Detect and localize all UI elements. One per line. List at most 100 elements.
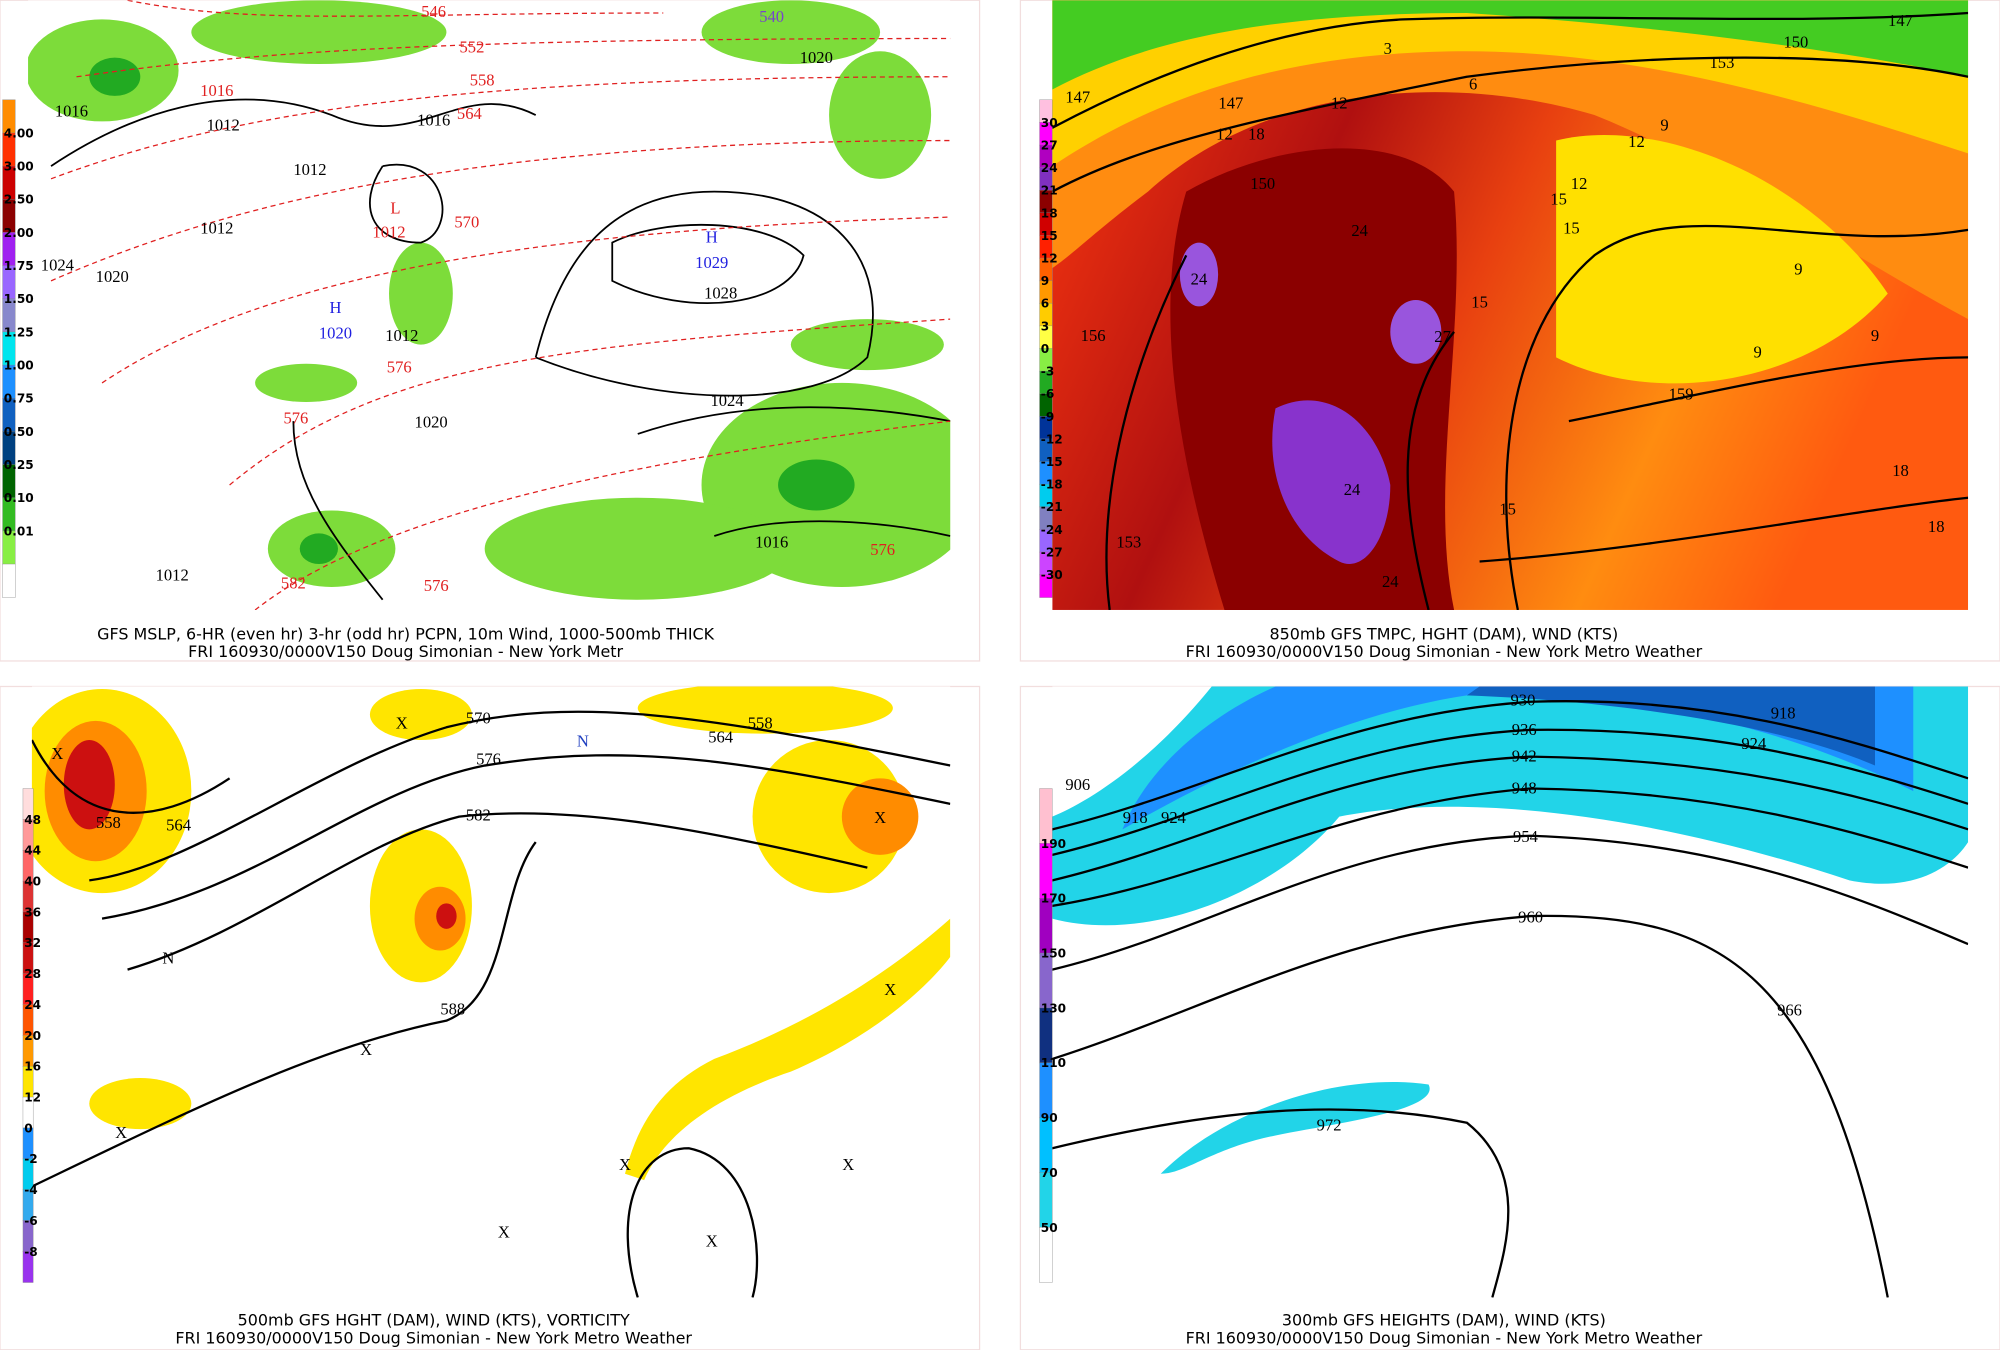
contour-label: 1016 — [755, 532, 788, 551]
contour-label: 15 — [1563, 219, 1580, 238]
colorbar-label: 0.75 — [4, 392, 34, 406]
colorbar-label: 70 — [1041, 1166, 1058, 1180]
contour-label: 576 — [283, 409, 308, 428]
contour-label: 24 — [1344, 480, 1361, 499]
contour-label: X — [706, 1231, 718, 1250]
colorbar-label: 170 — [1041, 892, 1066, 906]
contour-label: 18 — [1248, 124, 1265, 143]
contour-label: 12 — [1571, 174, 1588, 193]
contour-label: 972 — [1317, 1115, 1342, 1134]
colorbar-label: -15 — [1041, 455, 1063, 469]
map-panel: 4.00 3.00 2.50 2.00 1.75 1.50 1.25 1.00 0.75 0.50… — [2, 2, 895, 661]
contour-label: 159 — [1669, 384, 1694, 403]
contour-label: 1012 — [200, 219, 233, 238]
contour-label: 906 — [1065, 775, 1090, 794]
colorbar-label: 1.75 — [4, 259, 34, 273]
contour-label: 918 — [1123, 808, 1148, 827]
colorbar-label: 16 — [24, 1060, 41, 1074]
contour-label: 24 — [1382, 572, 1399, 591]
colorbar-label: -9 — [1041, 410, 1054, 424]
map-panel: 48 44 40 36 32 28 24 20 16 12 0 -2 -4 -6 -8 570 576 582 58… — [22, 708, 896, 1347]
colorbar-label: 0 — [1041, 342, 1049, 356]
colorbar-cell — [1039, 1062, 1053, 1119]
colorbar-label: 15 — [1041, 229, 1058, 243]
map-caption: 300mb GFS HEIGHTS (DAM), WIND (KTS) — [1282, 1311, 1606, 1330]
contour-label: 558 — [748, 714, 773, 733]
contour-label: 924 — [1161, 808, 1187, 827]
contour-label: 546 — [421, 2, 446, 21]
contour-label: X — [396, 714, 408, 733]
map-850mb — [1052, 0, 1969, 610]
colorbar-label: 12 — [24, 1090, 41, 1104]
map-subcaption: FRI 160930/0000V150 Doug Simonian - New … — [188, 642, 623, 661]
contour-label: X — [619, 1155, 631, 1174]
contour-label: 966 — [1777, 1001, 1802, 1020]
colorbar-label: 90 — [1041, 1111, 1058, 1125]
contour-label: 576 — [870, 540, 895, 559]
contour-label: 1012 — [372, 222, 405, 241]
colorbar-label: 20 — [24, 1029, 41, 1043]
colorbar-label: -3 — [1041, 365, 1054, 379]
colorbar-label: -6 — [24, 1214, 37, 1228]
contour-label: L — [390, 198, 400, 217]
colorbar-label: -21 — [1041, 500, 1063, 514]
contour-label: 153 — [1116, 532, 1141, 551]
contour-label: 1012 — [293, 160, 326, 179]
contour-label: 576 — [387, 358, 412, 377]
panel-frame — [0, 0, 981, 662]
colorbar-cell — [1039, 1172, 1053, 1228]
map-precip — [28, 0, 951, 610]
colorbar-label: 50 — [1041, 1221, 1058, 1235]
contour-label: X — [115, 1123, 127, 1142]
contour-label: 24 — [1191, 270, 1208, 289]
colorbar-label: 21 — [1041, 184, 1058, 198]
contour-label: 18 — [1892, 461, 1909, 480]
map-panel: 302724211815129630-3-6-9-12-15-18-21-24-… — [1039, 11, 1945, 661]
contour-label: 12 — [1628, 132, 1645, 151]
contour-label: 576 — [476, 749, 501, 768]
contour-label: 558 — [96, 813, 121, 832]
contour-label: 18 — [1928, 517, 1945, 536]
colorbar-label: -8 — [24, 1245, 37, 1259]
contour-label: 9 — [1794, 259, 1802, 278]
contour-label: 9 — [1660, 115, 1668, 134]
map-subcaption: FRI 160930/0000V150 Doug Simonian - New … — [1186, 1328, 1703, 1347]
colorbar-label: -4 — [24, 1183, 37, 1197]
contour-label: 153 — [1710, 53, 1735, 72]
colorbar-cell — [22, 1251, 34, 1283]
colorbar-label: -27 — [1041, 545, 1063, 559]
colorbar-label: 44 — [24, 844, 41, 858]
contour-label: 948 — [1512, 779, 1537, 798]
colorbar-label: 150 — [1041, 947, 1066, 961]
contour-label: X — [884, 980, 896, 999]
contour-label: 564 — [708, 728, 734, 747]
colorbar-label: -12 — [1041, 432, 1063, 446]
contour-label: X — [360, 1040, 372, 1059]
contour-label: 12 — [1331, 94, 1348, 113]
contour-label: 960 — [1518, 907, 1543, 926]
colorbar-cell — [1039, 952, 1053, 1009]
contour-label: 3 — [1384, 39, 1392, 58]
colorbar-label: 6 — [1041, 297, 1049, 311]
map-panel: 190 170 150 130 110 90 70 50 930 936 942 948 954 960 9… — [1039, 691, 1802, 1347]
colorbar-cell — [1039, 1117, 1053, 1174]
contour-label: 942 — [1512, 747, 1537, 766]
colorbar-label: 27 — [1041, 138, 1058, 152]
contour-label: 156 — [1081, 326, 1106, 345]
colorbar-label: 190 — [1041, 837, 1066, 851]
contour-label: 12 — [1216, 124, 1233, 143]
contour-label: 570 — [466, 708, 491, 727]
colorbar-label: 36 — [24, 905, 41, 919]
colorbar-label: 48 — [24, 813, 41, 827]
contour-label: 564 — [457, 104, 483, 123]
contour-label: H — [706, 228, 718, 247]
colorbar-label: 0 — [24, 1121, 32, 1135]
map-subcaption: FRI 160930/0000V150 Doug Simonian - New … — [175, 1328, 692, 1347]
contour-label: 15 — [1550, 189, 1567, 208]
colorbar-label: 18 — [1041, 206, 1058, 220]
colorbar-label: 32 — [24, 936, 41, 950]
panel-frame — [1019, 0, 2000, 662]
colorbar-cell — [1039, 843, 1053, 899]
